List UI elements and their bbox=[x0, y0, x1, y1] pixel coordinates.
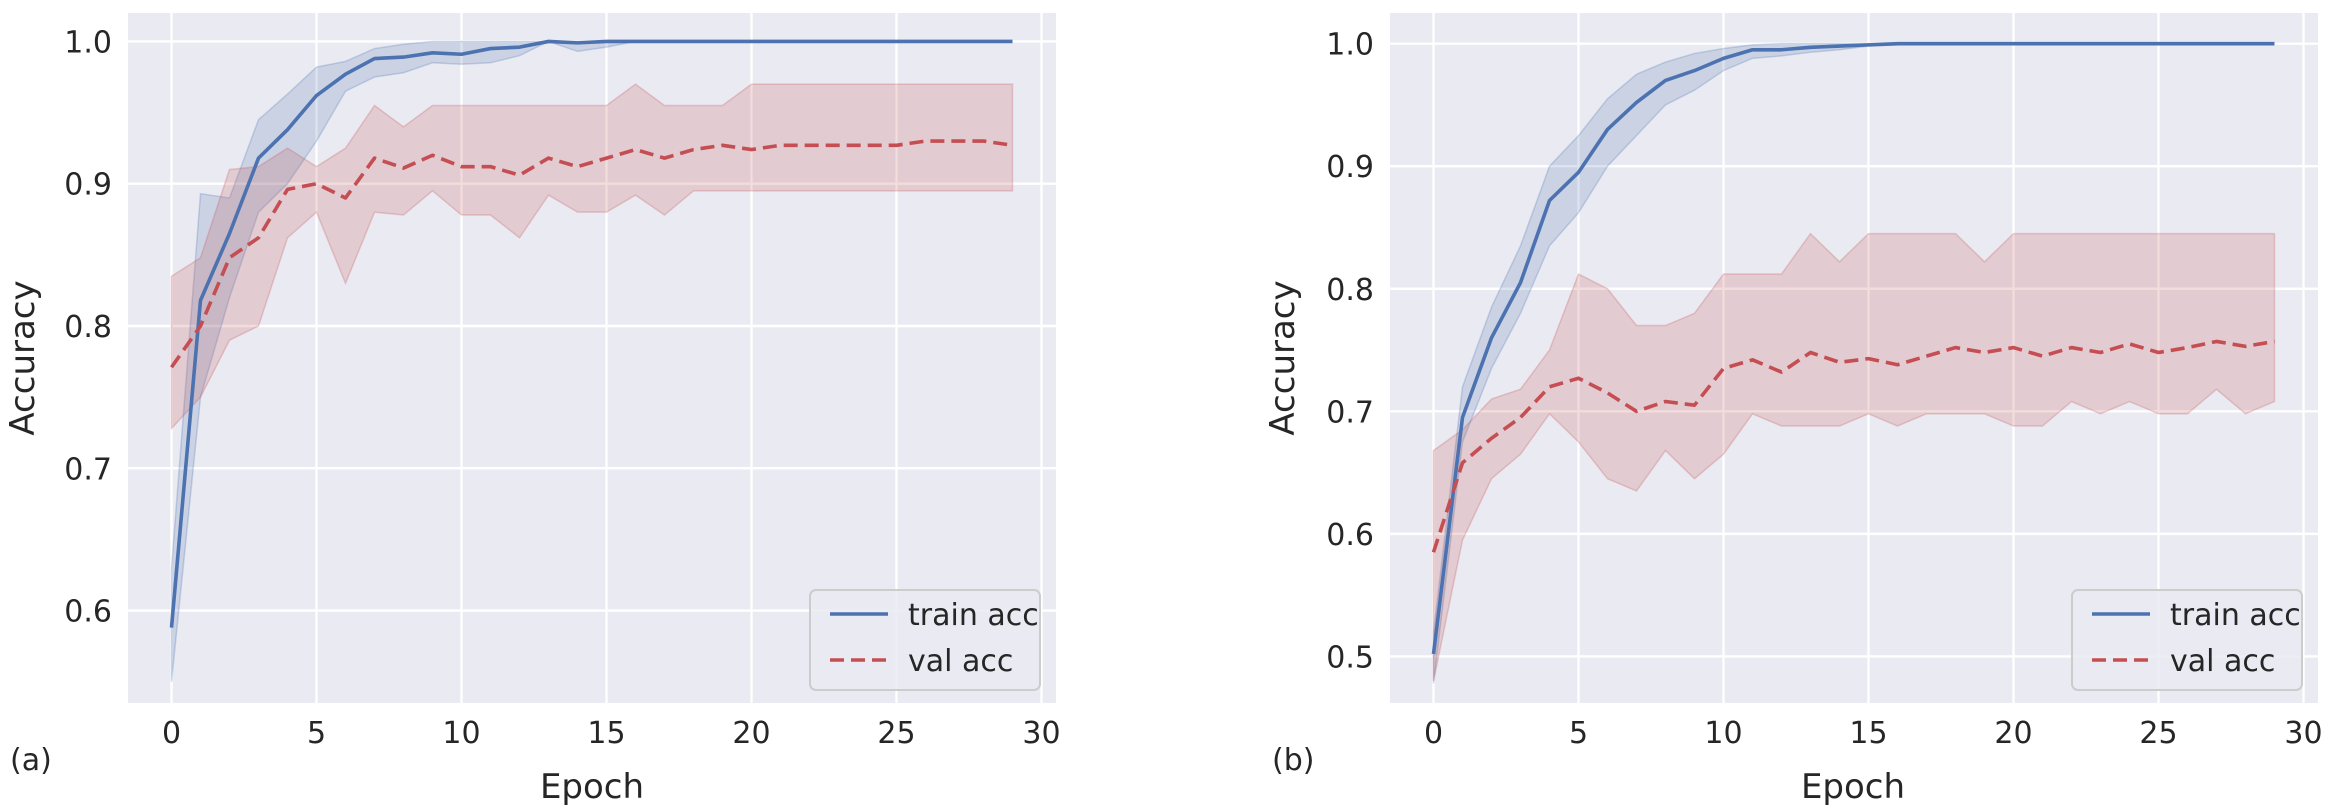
y-tick-label: 1.0 bbox=[1326, 28, 1374, 63]
grid-lines bbox=[128, 13, 1056, 703]
x-tick-label: 5 bbox=[307, 716, 326, 751]
x-tick-label: 30 bbox=[2284, 716, 2322, 751]
legend-train-label: train acc bbox=[908, 598, 1039, 633]
plot-area bbox=[128, 13, 1056, 703]
x-tick-label: 5 bbox=[1569, 716, 1588, 751]
y-tick-label: 0.9 bbox=[64, 168, 112, 203]
x-tick-labels: 0 5 10 15 20 25 30 bbox=[162, 716, 1061, 751]
legend-val-label: val acc bbox=[2170, 644, 2275, 679]
grid-lines bbox=[1390, 13, 2318, 703]
series-lines bbox=[1431, 41, 2275, 655]
x-axis-label: Epoch bbox=[1801, 767, 1905, 807]
y-tick-label: 0.8 bbox=[1326, 273, 1374, 308]
y-tick-label: 0.7 bbox=[1326, 395, 1374, 430]
y-axis-label: Accuracy bbox=[1263, 280, 1303, 435]
y-tick-labels: 0.6 0.7 0.8 0.9 1.0 bbox=[64, 25, 112, 629]
y-tick-label: 0.8 bbox=[64, 310, 112, 345]
legend: train acc val acc bbox=[809, 589, 1041, 691]
x-tick-label: 20 bbox=[1994, 716, 2032, 751]
y-axis-label: Accuracy bbox=[3, 280, 43, 435]
series-lines bbox=[169, 39, 1013, 628]
y-tick-label: 0.6 bbox=[1326, 518, 1374, 553]
y-tick-label: 0.5 bbox=[1326, 640, 1374, 675]
x-tick-label: 20 bbox=[732, 716, 770, 751]
x-tick-label: 0 bbox=[1424, 716, 1443, 751]
x-tick-label: 30 bbox=[1022, 716, 1060, 751]
y-tick-label: 1.0 bbox=[64, 25, 112, 60]
x-tick-label: 15 bbox=[1849, 716, 1887, 751]
x-axis-label: Epoch bbox=[540, 767, 644, 807]
legend-val-label: val acc bbox=[908, 644, 1013, 679]
chart-panel-b: 0 5 10 15 20 25 30 0.5 0.6 0.7 0.8 0.9 1.0 Epoch Ac… bbox=[1263, 13, 2323, 807]
x-tick-labels: 0 5 10 15 20 25 30 bbox=[1424, 716, 2323, 751]
val-confidence-band bbox=[1432, 232, 2276, 682]
x-tick-label: 25 bbox=[877, 716, 915, 751]
train-acc-line bbox=[169, 39, 1013, 628]
train-acc-line bbox=[1431, 41, 2275, 655]
val-acc-line bbox=[1431, 339, 2275, 553]
x-tick-label: 15 bbox=[587, 716, 625, 751]
plot-area bbox=[1390, 13, 2318, 703]
x-tick-label: 10 bbox=[442, 716, 480, 751]
x-tick-label: 0 bbox=[162, 716, 181, 751]
y-tick-label: 0.7 bbox=[64, 452, 112, 487]
y-tick-label: 0.9 bbox=[1326, 150, 1374, 185]
y-tick-labels: 0.5 0.6 0.7 0.8 0.9 1.0 bbox=[1326, 28, 1374, 676]
val-confidence-band bbox=[170, 83, 1014, 431]
x-tick-label: 25 bbox=[2139, 716, 2177, 751]
val-acc-line bbox=[170, 139, 1013, 369]
legend: train acc val acc bbox=[2071, 589, 2303, 691]
x-tick-label: 10 bbox=[1704, 716, 1742, 751]
chart-panel-a: 0 5 10 15 20 25 30 0.6 0.7 0.8 0.9 1.0 Epoch Accur… bbox=[3, 13, 1061, 807]
y-tick-label: 0.6 bbox=[64, 595, 112, 630]
legend-train-label: train acc bbox=[2170, 598, 2301, 633]
panel-label-b: (b) bbox=[1272, 743, 1314, 778]
panel-label-a: (a) bbox=[10, 743, 52, 778]
